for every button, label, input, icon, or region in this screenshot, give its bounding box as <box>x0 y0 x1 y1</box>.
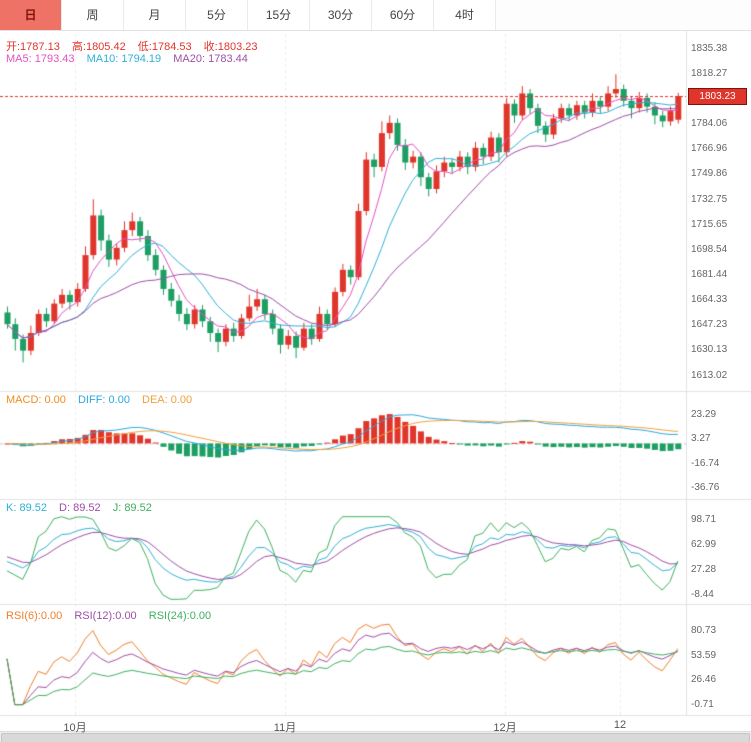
tab-week[interactable]: 周 <box>62 0 124 30</box>
kdj-row: K: 89.52 D: 89.52 J: 89.52 <box>6 502 161 514</box>
y-axis-tick: -0.71 <box>691 699 714 711</box>
macd-row: MACD: 0.00 DIFF: 0.00 DEA: 0.00 <box>6 394 201 406</box>
y-axis-tick: 1715.65 <box>691 218 728 230</box>
rsi12-value: RSI(12):0.00 <box>74 610 137 622</box>
ohlc-row: 开:1787.13 高:1805.42 低:1784.53 收:1803.23 <box>6 38 267 54</box>
macd-value: MACD: 0.00 <box>6 394 66 406</box>
rsi6-value: RSI(6):0.00 <box>6 610 63 622</box>
y-axis-tick: 1766.96 <box>691 143 728 155</box>
y-axis-tick: -16.74 <box>691 457 720 469</box>
rsi24-value: RSI(24):0.00 <box>148 610 212 622</box>
y-axis-tick: 27.28 <box>691 564 717 576</box>
ma20-value: MA20: 1783.44 <box>173 53 248 65</box>
rsi-row: RSI(6):0.00 RSI(12):0.00 RSI(24):0.00 <box>6 610 220 622</box>
tab-30min[interactable]: 30分 <box>310 0 372 30</box>
tab-month[interactable]: 月 <box>124 0 186 30</box>
y-axis-tick: -36.76 <box>691 482 720 494</box>
y-axis-tick: 98.71 <box>691 514 717 526</box>
tab-4hour[interactable]: 4时 <box>434 0 496 30</box>
diff-value: DIFF: 0.00 <box>77 394 130 406</box>
k-value: K: 89.52 <box>6 502 47 514</box>
ma5-value: MA5: 1793.43 <box>6 53 75 65</box>
y-axis-tick: 1630.13 <box>691 344 728 356</box>
y-axis-tick: 26.46 <box>691 674 717 686</box>
low-value: 低:1784.53 <box>137 41 192 53</box>
ma10-value: MA10: 1794.19 <box>86 53 162 65</box>
open-value: 开:1787.13 <box>6 41 60 53</box>
tab-day[interactable]: 日 <box>0 0 62 30</box>
current-price-tag: 1803.23 <box>688 88 747 106</box>
y-axis-tick: 1749.86 <box>691 168 728 180</box>
tab-15min[interactable]: 15分 <box>248 0 310 30</box>
y-axis-tick: 80.73 <box>691 624 717 636</box>
tab-60min[interactable]: 60分 <box>372 0 434 30</box>
y-axis-tick: 1647.23 <box>691 319 728 331</box>
x-axis-label: 12月 <box>493 722 517 734</box>
hscrollbar-thumb[interactable] <box>1 733 750 742</box>
y-axis-tick: 1681.44 <box>691 269 728 281</box>
y-axis-tick: 53.59 <box>691 649 717 661</box>
y-axis-tick: 1698.54 <box>691 243 728 255</box>
y-axis-tick: 1664.33 <box>691 294 728 306</box>
y-axis-tick: 1732.75 <box>691 193 728 205</box>
y-axis-tick: 1818.27 <box>691 67 728 79</box>
dea-value: DEA: 0.00 <box>142 394 193 406</box>
tab-5min[interactable]: 5分 <box>186 0 248 30</box>
y-axis-tick: 1784.06 <box>691 118 728 130</box>
y-axis-tick: 1835.38 <box>691 42 728 54</box>
x-axis-label: 12 <box>613 719 627 731</box>
hscrollbar-track[interactable] <box>0 731 751 742</box>
high-value: 高:1805.42 <box>71 41 126 53</box>
timeframe-toolbar: 日周月 5分 15分 30分 60分 4时 <box>0 0 751 31</box>
y-axis-tick: 62.99 <box>691 539 717 551</box>
x-axis-label: 10月 <box>63 722 87 734</box>
close-value: 收:1803.23 <box>203 41 258 53</box>
d-value: D: 89.52 <box>59 502 101 514</box>
y-axis-tick: 23.29 <box>691 408 717 420</box>
y-axis-tick: 3.27 <box>691 433 711 445</box>
y-axis-tick: 1613.02 <box>691 369 728 381</box>
ma-row: MA5: 1793.43 MA10: 1794.19 MA20: 1783.44 <box>6 53 257 65</box>
j-value: J: 89.52 <box>112 502 152 514</box>
y-axis-tick: -8.44 <box>691 589 714 601</box>
x-axis-label: 11月 <box>273 722 297 734</box>
